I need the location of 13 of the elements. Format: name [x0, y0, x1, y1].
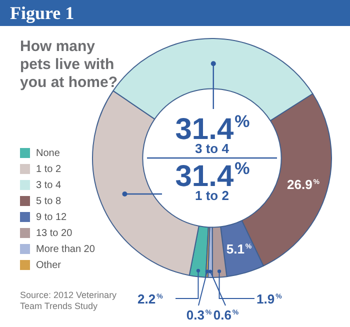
slice-label: 3 to 4 [195, 141, 230, 156]
chart-title: Figure 1 [0, 0, 350, 26]
legend-label: 13 to 20 [36, 228, 72, 238]
legend-label: Other [36, 260, 62, 270]
legend-label: 9 to 12 [36, 212, 67, 222]
legend-label: None [36, 148, 60, 158]
legend-label: 1 to 2 [36, 164, 62, 174]
text: How many pets live with you at home? [20, 38, 119, 92]
slice-label: 1 to 2 [195, 188, 229, 203]
legend-label: More than 20 [36, 244, 95, 254]
legend-label: 5 to 8 [36, 196, 62, 206]
source-note: Source: 2012 Veterinary Team Trends Study [20, 290, 118, 312]
legend-label: 3 to 4 [36, 180, 62, 190]
